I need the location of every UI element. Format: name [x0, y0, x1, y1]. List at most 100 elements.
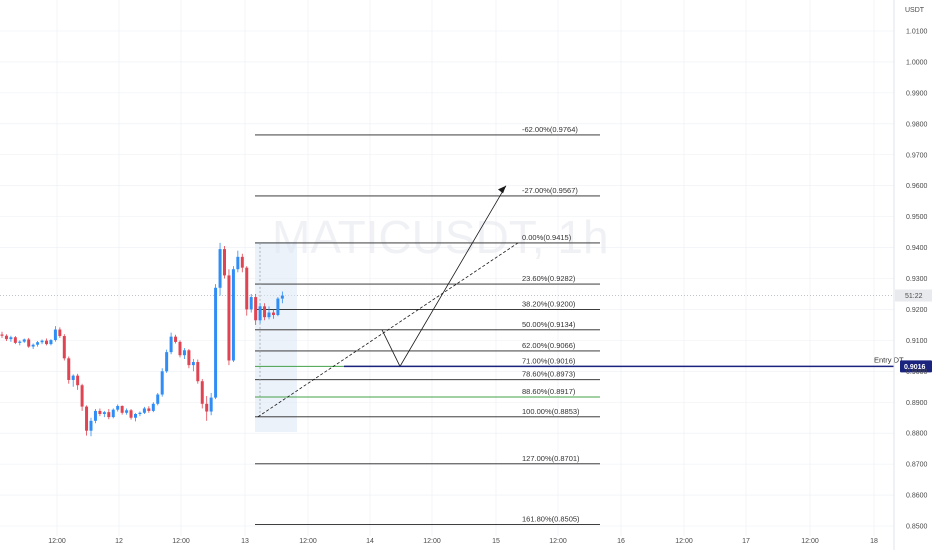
- candle-body: [271, 312, 275, 316]
- candle: [62, 334, 66, 361]
- candle: [174, 334, 178, 344]
- candle: [142, 406, 146, 415]
- entry-label: Entry DT: [874, 355, 904, 364]
- candle-body: [280, 295, 284, 299]
- candle: [227, 269, 231, 366]
- candle-body: [4, 335, 8, 340]
- price-tick-label: 0.9200: [906, 307, 928, 314]
- candle: [280, 291, 284, 304]
- candle-body: [258, 306, 262, 321]
- candle: [218, 242, 222, 296]
- price-axis[interactable]: 1.0100 1.0000 0.9900 0.9800 0.9700 0.9600 0.95…: [895, 29, 932, 531]
- candle-body: [116, 405, 120, 410]
- candle: [76, 373, 80, 390]
- candle: [138, 411, 142, 417]
- candle: [31, 343, 35, 350]
- candle: [49, 339, 53, 346]
- candle: [98, 408, 102, 417]
- candle: [223, 246, 226, 279]
- fib-level-label: 71.00%(0.9016): [522, 356, 576, 365]
- candle: [53, 326, 57, 342]
- dashed-trendline[interactable]: [257, 242, 519, 418]
- candle-body: [182, 350, 186, 356]
- candle: [125, 408, 129, 415]
- candle: [9, 335, 13, 342]
- candle-body: [218, 249, 222, 288]
- candle-body: [223, 249, 226, 276]
- candle-body: [276, 298, 280, 316]
- time-axis[interactable]: 12:00 12 12:00 13 12:00 14 12:00 15 12:00 16 12:00…: [48, 538, 878, 545]
- candle-body: [49, 340, 53, 345]
- candle-body: [102, 412, 106, 415]
- time-tick-label: 14: [366, 538, 374, 545]
- candle-body: [160, 371, 164, 395]
- price-tick-label: 0.8900: [906, 400, 928, 407]
- candle: [187, 349, 191, 369]
- candle-body: [67, 358, 71, 380]
- candle: [107, 409, 111, 420]
- candle-body: [196, 362, 200, 382]
- candles: [0, 242, 284, 437]
- price-tick-label: 0.9600: [906, 183, 928, 190]
- price-tick-label: 0.9900: [906, 90, 928, 97]
- candle-body: [53, 329, 57, 341]
- candle-body: [40, 340, 44, 343]
- candle: [263, 303, 267, 321]
- candle: [147, 406, 151, 413]
- candle-body: [125, 410, 129, 413]
- time-tick-label: 15: [492, 538, 500, 545]
- entry-line-group[interactable]: Entry DT0.9016: [344, 355, 932, 373]
- time-tick-label: 16: [617, 538, 625, 545]
- candle-body: [58, 329, 62, 337]
- entry-price-label: 0.9016: [904, 364, 926, 371]
- candle: [231, 266, 235, 363]
- candle-body: [240, 256, 244, 268]
- candle-body: [107, 412, 111, 418]
- candle: [85, 405, 89, 436]
- candle: [0, 331, 4, 338]
- candle: [209, 392, 213, 416]
- countdown-tag: [895, 289, 932, 302]
- candle-body: [98, 410, 102, 415]
- candle: [89, 417, 93, 437]
- candle: [27, 337, 31, 348]
- projection-arrowhead: [498, 185, 506, 194]
- fib-level-label: 0.00%(0.9415): [522, 233, 572, 242]
- candle-body: [227, 275, 231, 361]
- candle-body: [263, 306, 267, 318]
- price-tick-label: 0.8800: [906, 431, 928, 438]
- candle: [40, 339, 44, 345]
- time-tick-label: 12:00: [172, 538, 190, 545]
- candle: [169, 332, 173, 355]
- time-tick-label: 12:00: [299, 538, 317, 545]
- candle-body: [142, 408, 146, 413]
- candle: [151, 402, 155, 413]
- fib-level-label: 88.60%(0.8917): [522, 387, 576, 396]
- candle: [102, 410, 106, 418]
- candle: [200, 379, 204, 409]
- candle: [178, 340, 182, 358]
- candle-body: [31, 344, 35, 347]
- candle: [13, 336, 17, 345]
- candle: [18, 340, 22, 346]
- candle: [67, 356, 71, 384]
- fib-level-label: 62.00%(0.9066): [522, 341, 576, 350]
- candle-body: [62, 336, 66, 359]
- price-tick-label: 0.8700: [906, 462, 928, 469]
- grid-layer: [0, 0, 894, 536]
- candle-body: [18, 341, 22, 343]
- fib-level-label: 161.80%(0.8505): [522, 514, 580, 523]
- candle-body: [174, 336, 178, 342]
- time-tick-label: 12:00: [801, 538, 819, 545]
- entry-price-tag: [900, 360, 932, 373]
- candle-body: [151, 403, 155, 411]
- candle: [160, 368, 164, 397]
- candle-body: [89, 420, 93, 431]
- candle: [165, 349, 169, 373]
- candle-body: [178, 341, 182, 356]
- candle: [267, 306, 271, 320]
- time-tick-label: 12:00: [48, 538, 66, 545]
- candle: [129, 409, 133, 420]
